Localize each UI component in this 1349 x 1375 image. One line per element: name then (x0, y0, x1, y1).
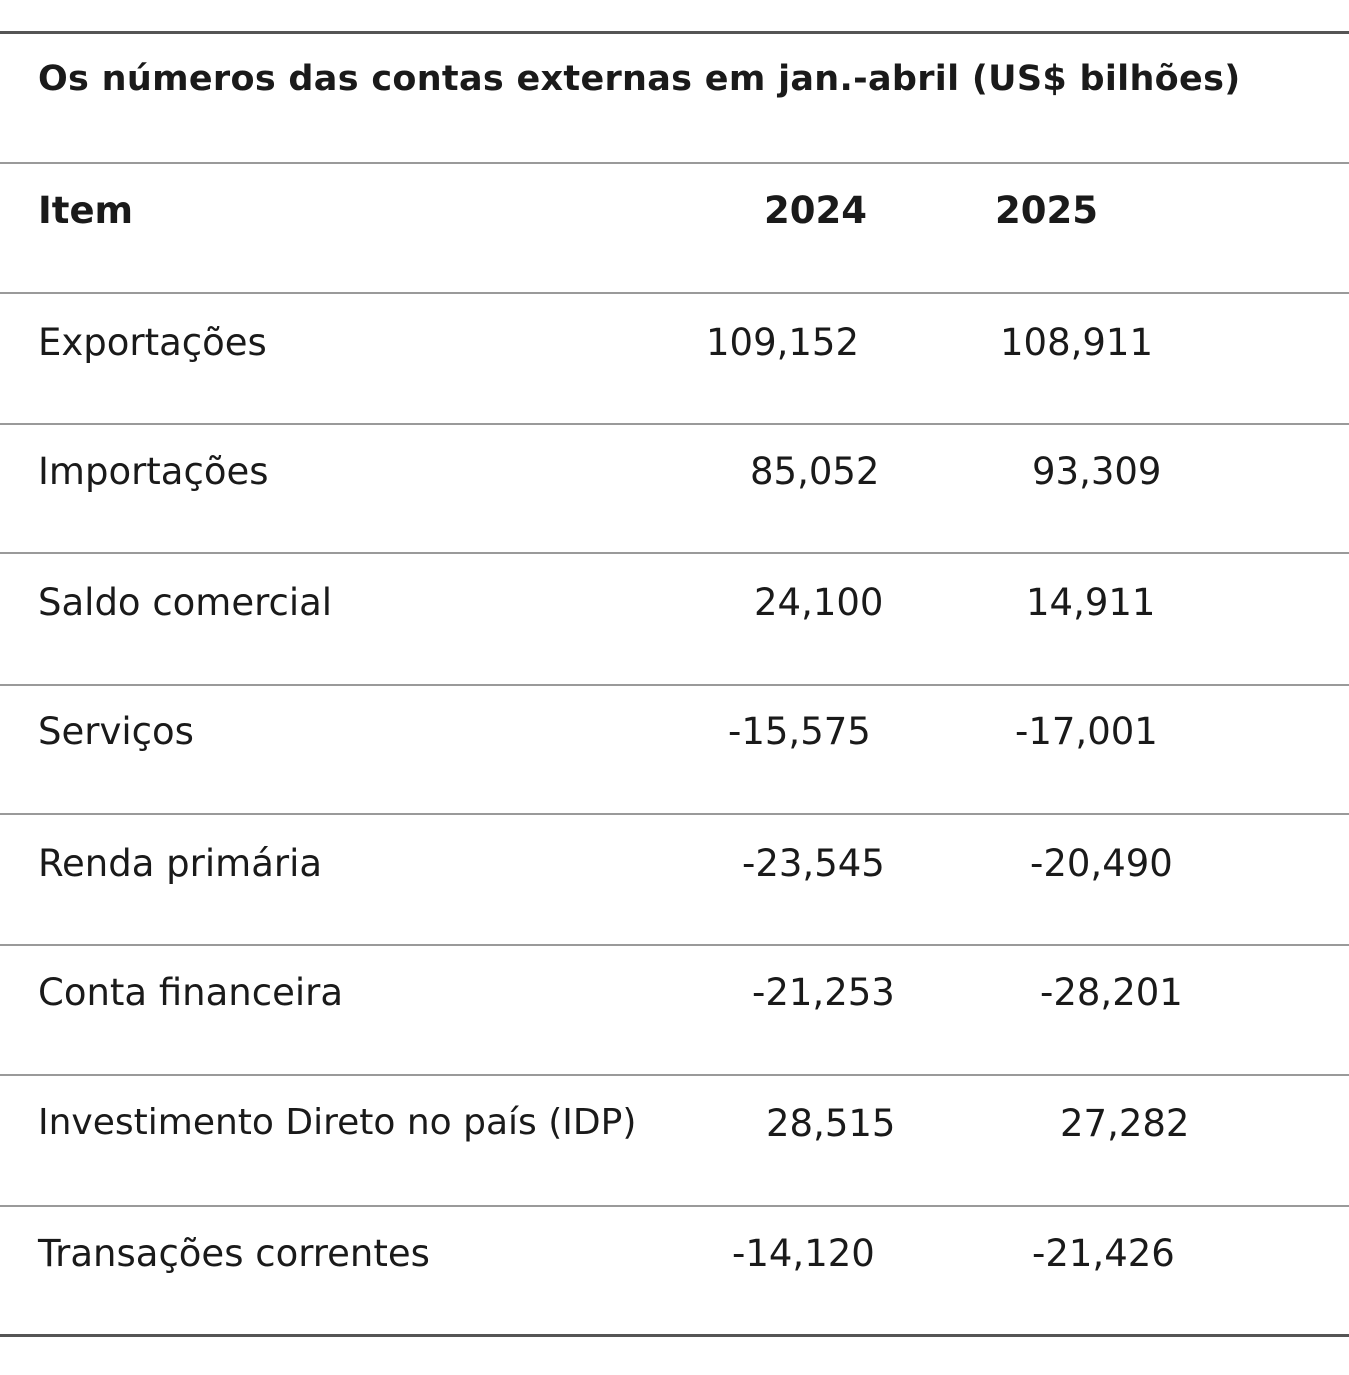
row-value-2025: -17,001 (1015, 710, 1158, 753)
row-value-2024: -21,253 (752, 971, 895, 1014)
row-value-2025: -20,490 (1030, 842, 1173, 885)
row-value-2025: -28,201 (1040, 971, 1183, 1014)
row-label-conta-financeira: Conta financeira (38, 971, 344, 1014)
table-title: Os números das contas externas em jan.-a… (38, 59, 1241, 99)
row-value-2024: -15,575 (728, 710, 871, 753)
row-divider (0, 162, 1349, 164)
row-divider (0, 1205, 1349, 1207)
column-header-2024: 2024 (764, 189, 867, 232)
row-value-2024: 28,515 (766, 1102, 896, 1145)
row-divider (0, 1074, 1349, 1076)
column-header-2025: 2025 (995, 189, 1098, 232)
row-value-2025: 14,911 (1026, 581, 1156, 624)
row-label-saldo-comercial: Saldo comercial (38, 581, 333, 624)
row-divider (0, 684, 1349, 686)
row-value-2025: 108,911 (1000, 321, 1154, 364)
row-label-importacoes: Importações (38, 450, 269, 493)
row-label-servicos: Serviços (38, 710, 194, 753)
row-divider (0, 552, 1349, 554)
row-value-2024: -14,120 (732, 1232, 875, 1275)
row-value-2025: 93,309 (1032, 450, 1162, 493)
row-value-2024: 109,152 (706, 321, 860, 364)
row-value-2024: -23,545 (742, 842, 885, 885)
row-divider (0, 292, 1349, 294)
table-top-border (0, 31, 1349, 34)
table-bottom-border (0, 1334, 1349, 1337)
row-label-renda-primaria: Renda primária (38, 842, 323, 885)
row-label-transacoes-correntes: Transações correntes (38, 1232, 430, 1275)
row-value-2024: 24,100 (754, 581, 884, 624)
row-label-exportacoes: Exportações (38, 321, 267, 364)
row-divider (0, 423, 1349, 425)
row-value-2024: 85,052 (750, 450, 880, 493)
row-divider (0, 944, 1349, 946)
row-value-2025: 27,282 (1060, 1102, 1190, 1145)
row-divider (0, 813, 1349, 815)
row-value-2025: -21,426 (1032, 1232, 1175, 1275)
row-label-idp: Investimento Direto no país (IDP) (38, 1102, 637, 1143)
column-header-item: Item (38, 189, 134, 232)
